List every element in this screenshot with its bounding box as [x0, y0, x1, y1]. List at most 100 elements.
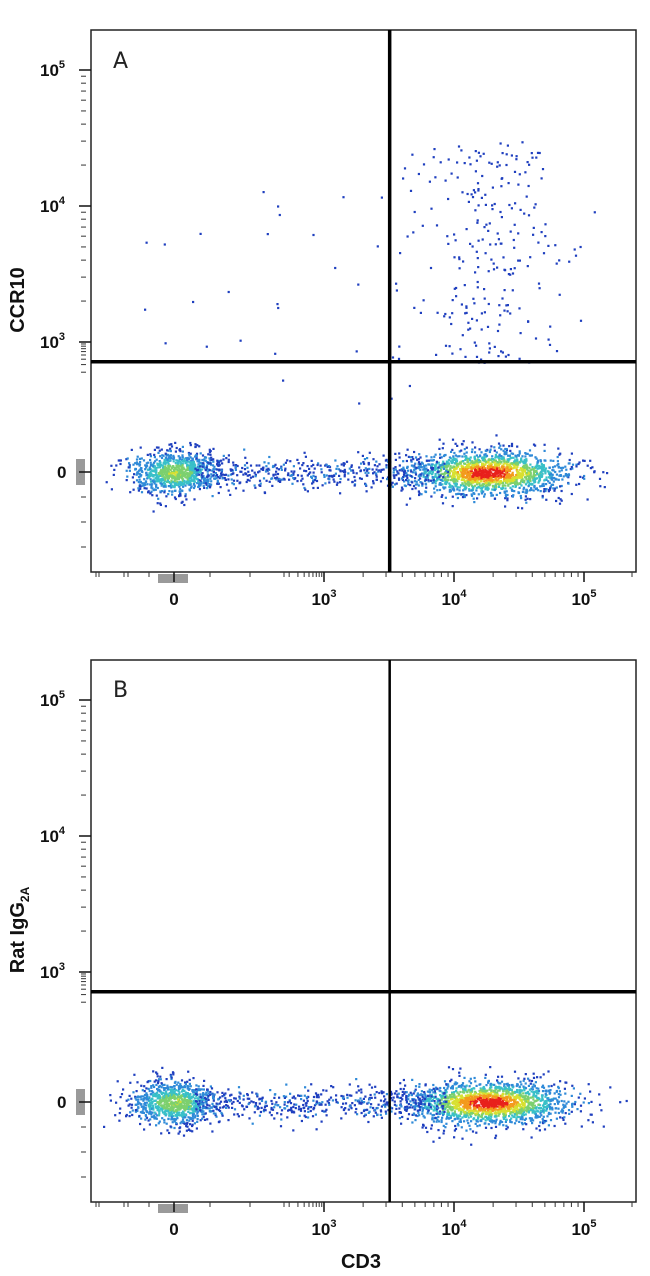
event-dot	[193, 1097, 196, 1100]
event-dot	[188, 1078, 191, 1081]
event-dot	[411, 153, 414, 156]
event-dot	[299, 467, 302, 470]
event-dot	[477, 468, 480, 471]
event-dot	[509, 1096, 512, 1099]
event-dot	[467, 483, 470, 486]
event-dot	[140, 470, 143, 473]
event-dot	[496, 161, 499, 164]
event-dot	[475, 250, 478, 253]
event-dot	[460, 1126, 463, 1129]
event-dot	[480, 464, 484, 467]
event-dot	[484, 252, 487, 255]
event-dot	[178, 490, 181, 493]
event-dot	[179, 1105, 182, 1108]
event-dot	[465, 311, 468, 314]
event-dot	[437, 461, 440, 464]
event-dot	[459, 462, 462, 465]
event-dot	[312, 233, 315, 237]
event-dot	[151, 1090, 154, 1093]
event-dot	[496, 329, 500, 333]
event-dot	[212, 467, 215, 470]
event-dot	[159, 490, 162, 493]
event-dot	[557, 447, 560, 450]
event-dot	[275, 478, 278, 481]
event-dot	[451, 458, 454, 461]
event-dot	[171, 493, 174, 496]
event-dot	[200, 482, 203, 485]
event-dot	[476, 257, 479, 260]
event-dot	[145, 1087, 148, 1090]
event-dot	[137, 469, 140, 472]
event-dot	[188, 458, 191, 461]
event-dot	[153, 479, 156, 482]
event-dot	[174, 468, 177, 471]
event-dot	[524, 472, 527, 475]
event-dot	[301, 464, 304, 467]
event-dot	[504, 484, 507, 487]
event-dot	[180, 501, 183, 504]
event-dot	[533, 467, 536, 470]
event-dot	[438, 483, 441, 486]
event-dot	[403, 475, 406, 478]
event-dot	[210, 473, 213, 476]
event-dot	[195, 475, 198, 478]
event-dot	[532, 1109, 535, 1112]
event-dot	[198, 1108, 201, 1111]
event-dot	[570, 452, 573, 455]
event-dot	[424, 490, 427, 493]
event-dot	[182, 1120, 185, 1124]
event-dot	[472, 297, 475, 300]
event-dot	[493, 1108, 496, 1111]
event-dot	[439, 453, 442, 456]
event-dot	[441, 483, 444, 486]
event-dot	[164, 452, 167, 455]
event-dot	[494, 473, 497, 476]
event-dot	[186, 1080, 189, 1083]
event-dot	[152, 1116, 155, 1119]
event-dot	[484, 468, 487, 471]
event-dot	[469, 1091, 472, 1094]
event-dot	[195, 1102, 198, 1105]
event-dot	[553, 1124, 556, 1128]
event-dot	[479, 1109, 482, 1112]
y-tick-label: 0	[57, 463, 66, 482]
event-dot	[225, 1104, 228, 1107]
event-dot	[192, 1077, 195, 1080]
event-dot	[199, 484, 202, 487]
event-dot	[376, 465, 379, 468]
event-dot	[120, 1093, 124, 1096]
event-dot	[194, 472, 197, 476]
event-dot	[523, 212, 526, 215]
event-dot	[502, 475, 505, 478]
event-dot	[435, 224, 439, 227]
event-dot	[466, 473, 469, 476]
event-dot	[568, 458, 571, 462]
event-dot	[180, 463, 183, 466]
event-dot	[147, 490, 150, 493]
event-dot	[487, 229, 490, 232]
event-dot	[486, 325, 490, 328]
event-dot	[184, 461, 187, 464]
event-dot	[149, 1079, 152, 1083]
event-dot	[189, 477, 192, 480]
event-dot	[156, 1075, 159, 1078]
event-dot	[145, 241, 148, 244]
event-dot	[434, 466, 437, 469]
plot-frame	[90, 659, 637, 1203]
event-dot	[174, 489, 177, 492]
event-dot	[183, 1114, 186, 1117]
event-dot	[394, 458, 397, 461]
event-dot	[407, 483, 410, 486]
event-dot	[137, 489, 140, 492]
event-dot	[541, 474, 544, 478]
event-dot	[458, 455, 461, 458]
event-dot	[158, 1112, 161, 1115]
event-dot	[181, 471, 184, 474]
event-dot	[529, 1119, 532, 1122]
event-dot	[519, 467, 522, 470]
event-dot	[479, 1087, 482, 1090]
event-dot	[181, 454, 184, 457]
event-dot	[125, 1113, 128, 1117]
event-dot	[164, 461, 167, 464]
event-dot	[508, 469, 511, 472]
